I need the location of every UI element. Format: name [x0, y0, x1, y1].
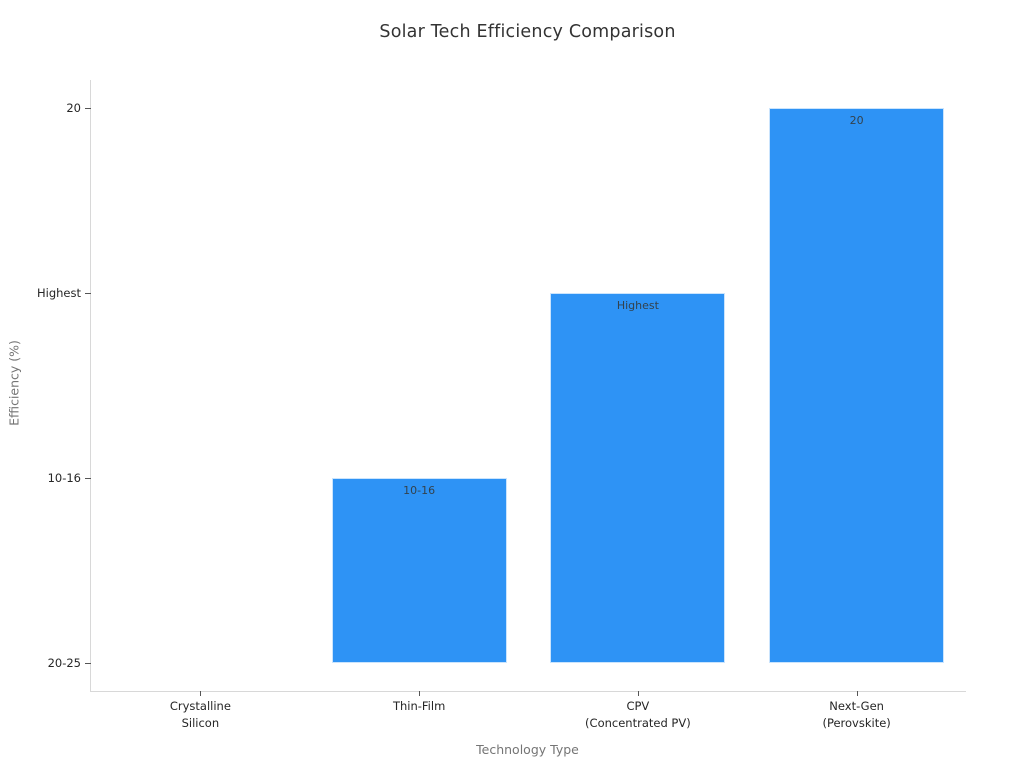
- y-tick-label-highest: Highest: [36, 286, 81, 300]
- x-tick-label-cpv-concentrated-pv: CPV (Concentrated PV): [585, 699, 691, 730]
- y-tick-mark: [85, 663, 91, 664]
- bar-value-label: 10-16: [403, 484, 436, 497]
- y-tick-label-20-25: 20-25: [47, 656, 81, 670]
- x-tick-mark: [637, 691, 639, 696]
- bar-value-label: 20: [849, 114, 864, 127]
- x-axis-label: Technology Type: [476, 742, 579, 757]
- y-axis-label: Efficiency (%): [6, 340, 22, 426]
- bar-cpv-concentrated-pv: Highest: [550, 293, 726, 663]
- x-tick-label-next-gen-perovskite: Next-Gen (Perovskite): [822, 699, 891, 730]
- x-tick-mark: [200, 691, 202, 696]
- plot-area: Crystalline Silicon 10-16 Thin-Film Highest C…: [37, 80, 966, 730]
- y-tick-mark: [85, 108, 91, 109]
- y-tick-label-20: 20: [66, 101, 81, 115]
- bar-next-gen-perovskite: 20: [769, 108, 945, 663]
- x-tick-mark: [856, 691, 858, 696]
- y-tick-mark: [85, 293, 91, 294]
- x-tick-label-thin-film: Thin-Film: [392, 699, 446, 713]
- x-tick-mark: [419, 691, 421, 696]
- bar-value-label: Highest: [616, 299, 659, 312]
- chart-title: Solar Tech Efficiency Comparison: [379, 22, 676, 42]
- y-tick-mark: [85, 478, 91, 479]
- x-tick-label-crystalline-silicon: Crystalline Silicon: [169, 699, 231, 730]
- y-tick-label-10-16: 10-16: [47, 471, 81, 485]
- bar-thin-film: 10-16: [331, 478, 507, 663]
